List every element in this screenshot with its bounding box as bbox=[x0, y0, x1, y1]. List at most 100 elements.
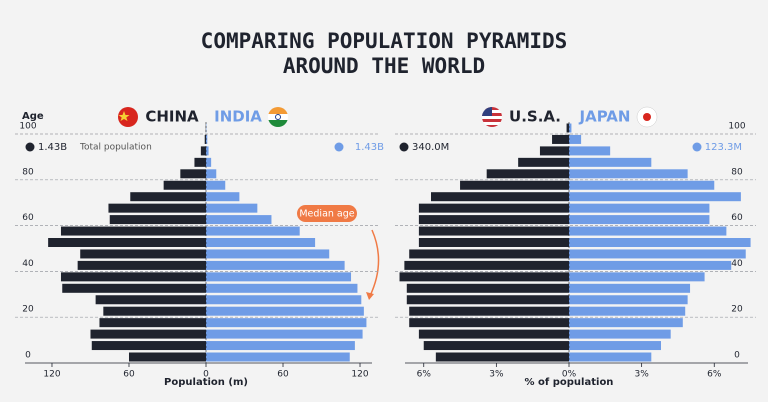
bar bbox=[206, 203, 258, 213]
bar bbox=[418, 226, 569, 236]
bar bbox=[486, 169, 569, 179]
bar bbox=[206, 352, 350, 362]
bar bbox=[569, 329, 671, 339]
y-tick-label: 40 bbox=[22, 259, 34, 269]
bar bbox=[206, 146, 209, 156]
bar bbox=[206, 215, 272, 225]
x-tick-label: 60 bbox=[123, 370, 135, 380]
bar bbox=[206, 283, 358, 293]
bar bbox=[404, 260, 569, 270]
y-tick-label: 20 bbox=[731, 305, 743, 315]
total-value: 340.0M bbox=[412, 142, 449, 153]
legend-name: JAPAN bbox=[579, 108, 631, 126]
x-axis-label: % of population bbox=[525, 377, 614, 388]
bar bbox=[130, 192, 206, 202]
bar bbox=[569, 157, 652, 167]
bar bbox=[206, 134, 208, 144]
bar bbox=[569, 226, 727, 236]
bar bbox=[569, 283, 691, 293]
x-tick-label: 6% bbox=[417, 370, 432, 380]
bar bbox=[418, 203, 569, 213]
bar bbox=[569, 146, 611, 156]
total-label: Total population bbox=[79, 143, 152, 153]
annotation-pill bbox=[297, 205, 357, 222]
title-line: COMPARING POPULATION PYRAMIDS bbox=[201, 29, 568, 53]
x-tick-label: 120 bbox=[351, 370, 368, 380]
annotation: Median age bbox=[299, 209, 354, 220]
bar bbox=[80, 249, 206, 259]
bar bbox=[77, 260, 207, 270]
y-axis-label: Age bbox=[22, 111, 44, 122]
x-tick-label: 0 bbox=[203, 370, 209, 380]
bar bbox=[206, 260, 345, 270]
flag-india bbox=[268, 107, 288, 127]
total-value: 123.3M bbox=[705, 142, 742, 153]
bar bbox=[194, 157, 206, 167]
bar bbox=[569, 238, 751, 247]
bar bbox=[423, 341, 569, 351]
bar bbox=[569, 341, 661, 351]
bar bbox=[206, 318, 367, 328]
bar bbox=[406, 295, 569, 305]
y-tick-label: 20 bbox=[22, 305, 34, 315]
total-value: 1.43B bbox=[38, 142, 67, 153]
bar bbox=[91, 341, 206, 351]
bar bbox=[206, 272, 352, 282]
x-tick-label: 6% bbox=[707, 370, 722, 380]
bar bbox=[409, 318, 569, 328]
bar bbox=[206, 226, 300, 236]
bar bbox=[435, 352, 569, 362]
bar bbox=[569, 249, 746, 259]
bar bbox=[60, 226, 206, 236]
x-tick-label: 3% bbox=[634, 370, 649, 380]
bar bbox=[206, 157, 212, 167]
annotation-arrow bbox=[369, 229, 380, 297]
total-icon bbox=[692, 142, 702, 152]
bar bbox=[418, 329, 569, 339]
y-tick-label: 100 bbox=[19, 122, 36, 132]
y-tick-label: 60 bbox=[731, 213, 743, 223]
y-tick-label: 60 bbox=[22, 213, 34, 223]
annotation-arrowhead bbox=[366, 292, 374, 300]
x-tick-label: 0% bbox=[562, 370, 577, 380]
y-tick-label: 0 bbox=[25, 351, 31, 361]
bar bbox=[128, 352, 206, 362]
bar bbox=[60, 272, 206, 282]
bar bbox=[206, 192, 240, 202]
bar bbox=[539, 146, 569, 156]
x-axis-label: Population (m) bbox=[164, 377, 248, 388]
bar bbox=[569, 180, 715, 190]
bar bbox=[206, 306, 364, 316]
bar bbox=[109, 215, 206, 225]
bar bbox=[62, 283, 206, 293]
bar bbox=[409, 249, 569, 259]
bar bbox=[206, 169, 217, 179]
bar bbox=[431, 192, 569, 202]
bar bbox=[180, 169, 206, 179]
bar bbox=[569, 260, 732, 270]
bar bbox=[206, 295, 362, 305]
bar bbox=[108, 203, 206, 213]
bar bbox=[552, 134, 569, 144]
total-icon bbox=[334, 142, 344, 152]
bar bbox=[569, 134, 582, 144]
bar bbox=[418, 215, 569, 225]
flag-china bbox=[118, 107, 138, 127]
bar bbox=[569, 306, 686, 316]
bar bbox=[566, 123, 569, 133]
total-icon bbox=[399, 142, 409, 152]
x-tick-label: 3% bbox=[489, 370, 504, 380]
x-tick-label: 60 bbox=[277, 370, 289, 380]
y-tick-label: 100 bbox=[728, 122, 745, 132]
flag-usa bbox=[482, 107, 502, 127]
bar bbox=[569, 318, 683, 328]
bar bbox=[90, 329, 206, 339]
bar bbox=[200, 146, 206, 156]
bar bbox=[569, 295, 688, 305]
bar bbox=[406, 283, 569, 293]
bar bbox=[418, 238, 569, 247]
flag-japan bbox=[636, 106, 658, 128]
bar bbox=[569, 169, 688, 179]
bar bbox=[569, 352, 652, 362]
